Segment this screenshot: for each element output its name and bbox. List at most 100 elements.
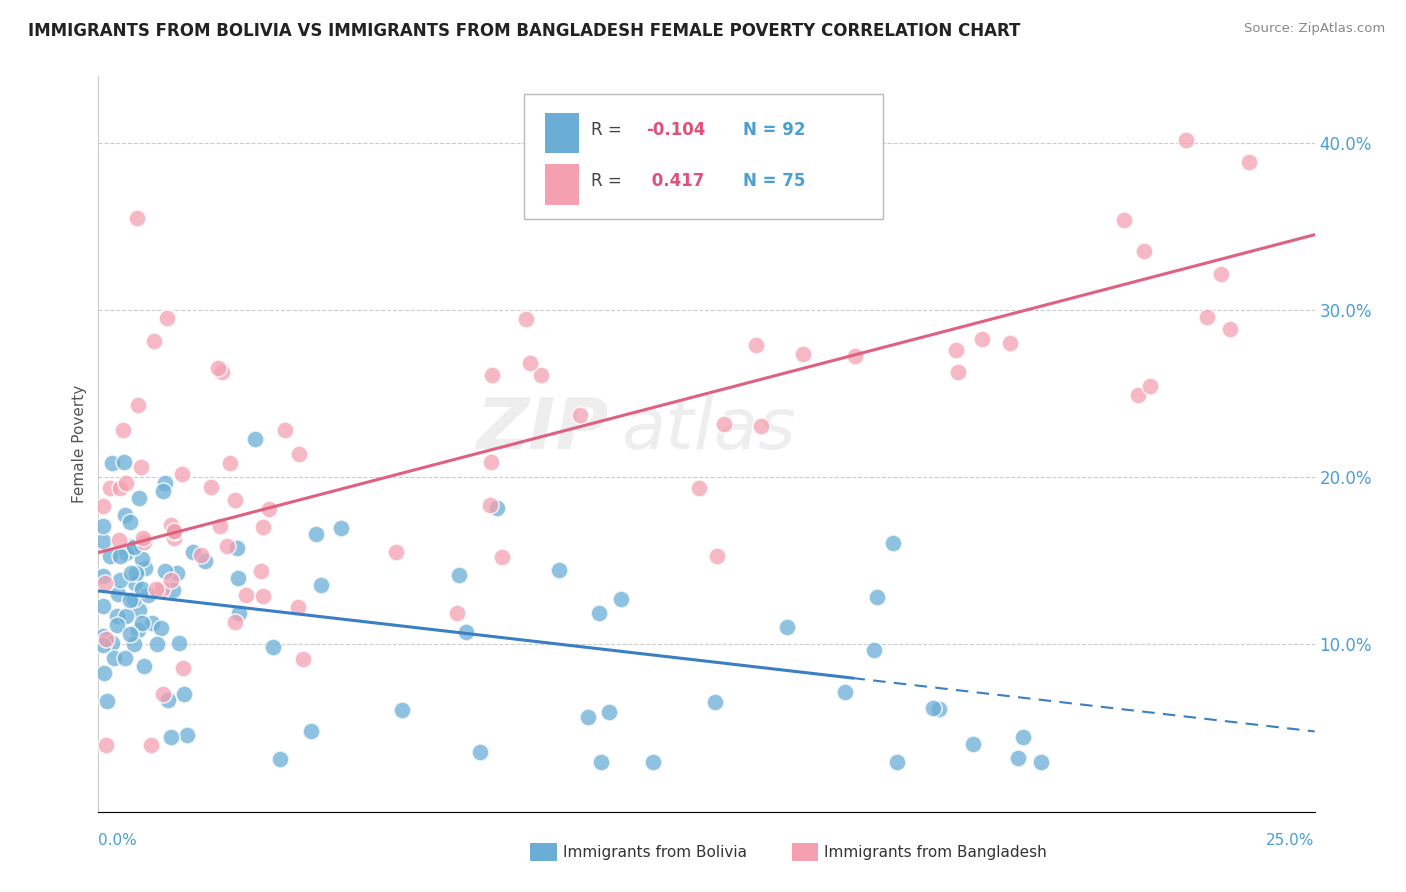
Point: [211, 365, 233, 379]
Point: [208, 519, 231, 533]
Point: [122, 592, 145, 607]
Point: [121, 539, 143, 553]
Text: N = 75: N = 75: [742, 172, 806, 190]
Point: [108, 549, 131, 563]
Point: [98, 481, 121, 495]
Point: [844, 349, 866, 363]
Point: [588, 606, 610, 620]
Point: [744, 338, 766, 352]
Point: [101, 636, 124, 650]
Point: [225, 541, 247, 555]
Point: [479, 498, 502, 512]
Point: [269, 752, 291, 766]
Point: [1112, 213, 1135, 227]
Point: [131, 616, 153, 631]
Point: [132, 531, 155, 545]
Y-axis label: Female Poverty: Female Poverty: [72, 384, 87, 503]
Point: [252, 520, 274, 534]
Bar: [530, 843, 557, 861]
Text: Source: ZipAtlas.com: Source: ZipAtlas.com: [1244, 22, 1385, 36]
Point: [287, 600, 309, 615]
Point: [91, 568, 114, 582]
Text: 0.0%: 0.0%: [98, 833, 138, 847]
Point: [1218, 321, 1240, 335]
Point: [299, 724, 322, 739]
Point: [215, 539, 238, 553]
Point: [105, 618, 128, 632]
FancyBboxPatch shape: [524, 95, 883, 219]
Point: [1012, 730, 1035, 744]
Point: [886, 755, 908, 769]
Point: [491, 549, 513, 564]
Point: [91, 638, 114, 652]
Point: [103, 650, 125, 665]
Point: [134, 561, 156, 575]
Point: [183, 544, 205, 558]
Point: [156, 692, 179, 706]
Point: [110, 573, 132, 587]
Point: [176, 728, 198, 742]
Point: [114, 475, 136, 490]
Point: [105, 608, 128, 623]
Point: [610, 591, 633, 606]
Point: [155, 564, 177, 578]
Point: [207, 360, 229, 375]
Point: [96, 738, 118, 752]
Point: [91, 499, 114, 513]
Point: [228, 606, 250, 620]
Point: [970, 332, 993, 346]
Point: [866, 590, 889, 604]
Point: [93, 665, 115, 680]
Text: -0.104: -0.104: [645, 120, 704, 138]
Point: [120, 566, 142, 581]
Point: [160, 518, 183, 533]
Point: [391, 703, 413, 717]
Point: [292, 652, 315, 666]
Point: [598, 705, 620, 719]
Point: [125, 566, 148, 580]
Point: [776, 619, 799, 633]
Text: ZIP: ZIP: [477, 394, 609, 464]
Point: [131, 582, 153, 597]
Point: [250, 564, 273, 578]
Point: [96, 693, 118, 707]
Point: [1195, 310, 1218, 325]
Point: [172, 661, 194, 675]
Point: [122, 637, 145, 651]
Point: [159, 730, 181, 744]
Point: [91, 519, 114, 533]
Point: [200, 480, 222, 494]
Point: [114, 650, 136, 665]
Point: [131, 552, 153, 566]
Point: [447, 568, 470, 582]
Point: [146, 637, 169, 651]
Point: [288, 447, 311, 461]
Text: R =: R =: [591, 120, 627, 138]
Point: [304, 526, 326, 541]
Point: [94, 632, 117, 646]
Point: [170, 467, 193, 482]
Point: [468, 745, 491, 759]
Point: [243, 432, 266, 446]
Bar: [544, 112, 579, 153]
Point: [530, 368, 553, 383]
Point: [136, 588, 159, 602]
Point: [127, 623, 149, 637]
Point: [124, 540, 146, 554]
Point: [118, 593, 141, 607]
Point: [94, 576, 117, 591]
Point: [190, 548, 212, 562]
Point: [591, 755, 613, 769]
Point: [162, 525, 184, 540]
Point: [141, 615, 163, 630]
Point: [749, 418, 772, 433]
Point: [112, 423, 135, 437]
Point: [91, 533, 114, 548]
Point: [118, 627, 141, 641]
Point: [142, 334, 165, 349]
Point: [194, 554, 217, 568]
Point: [454, 625, 477, 640]
Point: [115, 546, 138, 560]
Point: [1133, 244, 1156, 258]
Point: [153, 476, 176, 491]
